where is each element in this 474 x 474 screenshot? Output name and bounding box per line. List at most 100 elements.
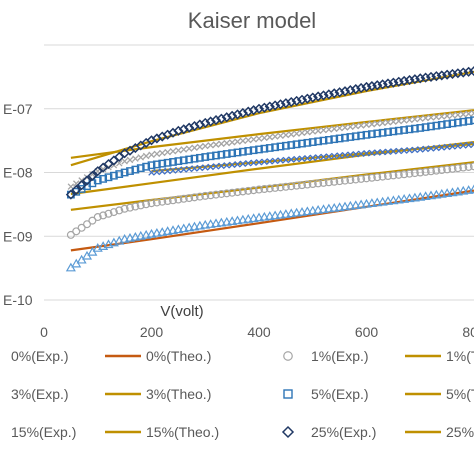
data-point — [362, 130, 371, 139]
data-point — [109, 208, 118, 217]
data-point — [137, 154, 145, 161]
data-point — [303, 138, 312, 147]
data-point — [416, 168, 425, 177]
data-point — [237, 107, 248, 119]
data-point — [142, 162, 151, 171]
data-point — [433, 144, 440, 152]
data-point — [357, 122, 365, 129]
data-point — [221, 112, 232, 123]
data-point — [388, 195, 399, 205]
data-point — [237, 214, 248, 224]
data-point — [453, 118, 462, 127]
data-point — [260, 185, 269, 194]
x-tick-label: 400 — [247, 324, 271, 340]
data-point — [212, 151, 220, 160]
data-point — [308, 138, 317, 146]
data-point — [298, 181, 307, 190]
data-point — [255, 145, 263, 154]
data-point — [201, 142, 209, 150]
data-point — [362, 174, 371, 183]
data-point — [207, 163, 214, 171]
data-point — [275, 209, 286, 219]
data-point — [367, 130, 376, 139]
data-point — [250, 136, 257, 143]
data-point — [158, 149, 166, 157]
data-point — [244, 147, 253, 155]
data-point — [234, 161, 241, 168]
data-point — [212, 190, 221, 199]
data-point — [228, 149, 237, 158]
data-point — [244, 136, 252, 144]
data-point — [346, 133, 355, 141]
data-point — [427, 145, 435, 152]
data-point — [216, 113, 227, 124]
data-point — [291, 207, 302, 217]
data-point — [244, 186, 253, 195]
data-point — [255, 135, 263, 142]
data-point — [77, 223, 86, 232]
data-point — [368, 120, 376, 128]
data-point — [377, 196, 388, 206]
legend: 0%(Exp.) 0%(Theo.) 1%(Exp.) 1%(Theo.) 3%(Exp… — [11, 348, 474, 440]
data-point — [411, 146, 419, 154]
data-point — [287, 182, 296, 191]
data-point — [350, 200, 361, 210]
data-point — [206, 191, 215, 200]
data-point — [148, 151, 155, 158]
data-point — [210, 115, 222, 126]
data-point — [276, 142, 285, 151]
data-point — [233, 188, 242, 197]
data-point — [400, 170, 409, 179]
series-25-exp — [65, 66, 474, 200]
data-point — [217, 189, 226, 198]
data-point — [400, 117, 408, 124]
data-point — [400, 126, 409, 134]
data-point — [351, 175, 360, 184]
x-tick-label: 800 — [462, 324, 474, 340]
data-point — [151, 228, 162, 237]
data-point — [372, 197, 383, 207]
data-point — [325, 126, 333, 133]
data-point — [389, 127, 398, 136]
y-tick-label: E-10 — [3, 292, 33, 308]
data-point — [239, 160, 247, 168]
data-point — [341, 176, 350, 185]
data-point — [248, 105, 259, 116]
data-point — [363, 150, 370, 157]
data-point — [324, 136, 333, 144]
data-point — [395, 147, 403, 155]
data-point — [443, 143, 451, 151]
data-point — [115, 170, 124, 178]
legend-item: 25%(T — [405, 424, 474, 440]
data-point — [378, 128, 387, 137]
data-point — [132, 155, 139, 162]
data-point — [339, 201, 351, 211]
legend-label: 1%(Exp.) — [311, 348, 369, 364]
data-point — [468, 184, 474, 194]
data-point — [432, 121, 441, 130]
data-point — [411, 115, 419, 123]
data-point — [115, 206, 124, 215]
data-point — [147, 161, 156, 170]
data-point — [330, 152, 338, 160]
data-point — [185, 155, 194, 164]
data-point — [416, 146, 424, 153]
data-point — [243, 214, 254, 223]
data-point — [270, 210, 281, 220]
data-point — [174, 157, 183, 166]
legend-label: 0%(Exp.) — [11, 348, 69, 364]
data-point — [82, 220, 91, 229]
data-point — [465, 141, 472, 149]
data-point — [307, 205, 318, 215]
legend-label: 3%(Exp.) — [11, 386, 69, 402]
legend-swatch — [281, 425, 295, 439]
data-point — [384, 128, 392, 136]
data-point — [464, 162, 473, 171]
data-point — [405, 169, 414, 178]
legend-label: 0%(Theo.) — [146, 348, 211, 364]
data-point — [141, 229, 152, 239]
data-point — [330, 177, 339, 186]
data-point — [454, 111, 462, 119]
data-point — [271, 157, 279, 165]
x-tick-label: 600 — [355, 324, 379, 340]
